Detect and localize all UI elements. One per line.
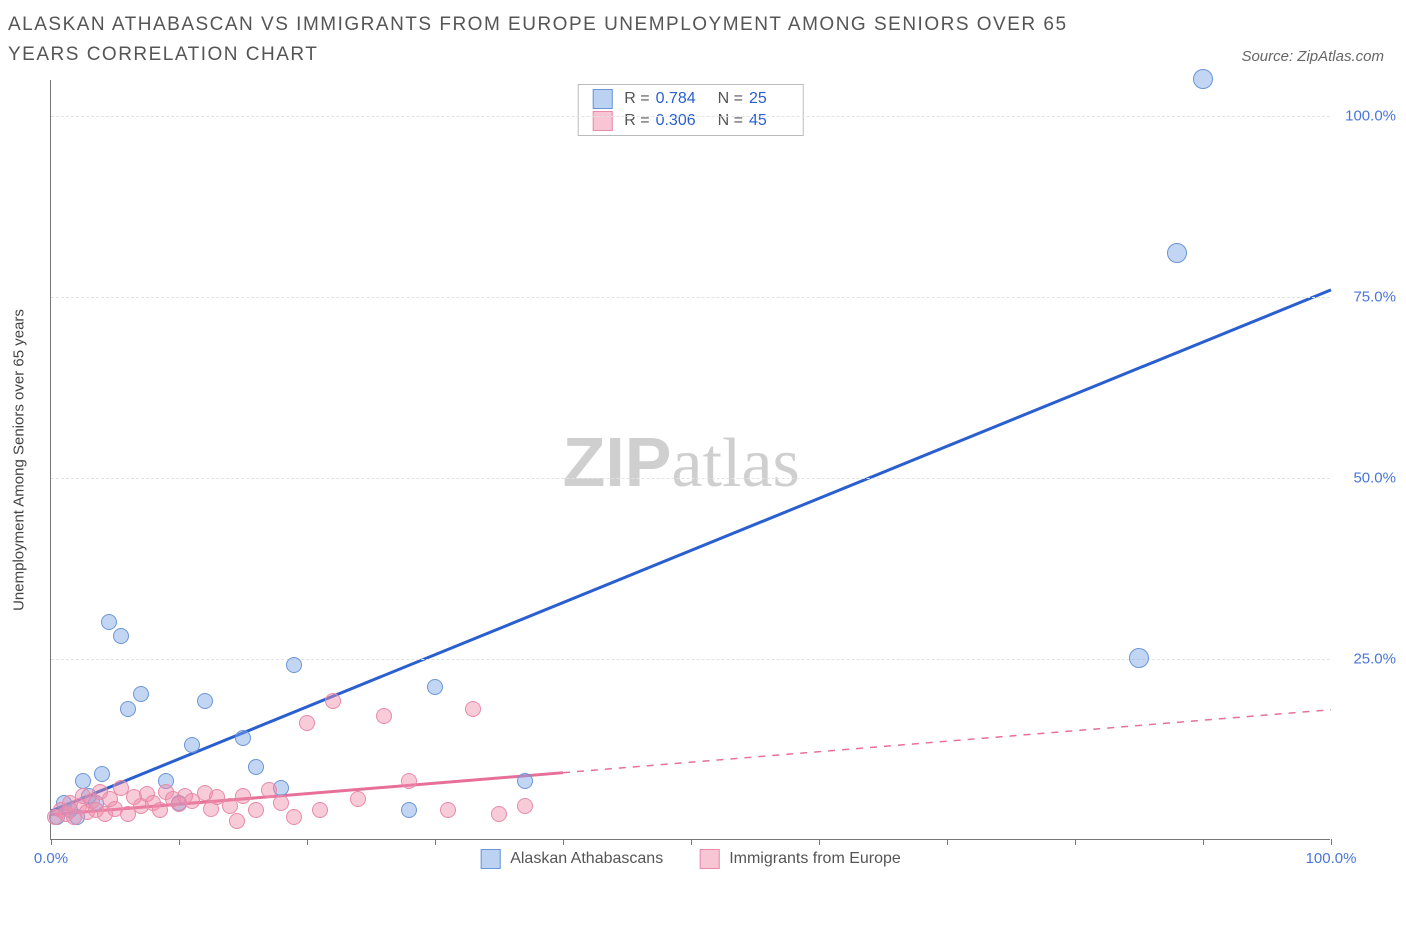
data-point	[1129, 648, 1149, 668]
data-point	[273, 795, 289, 811]
swatch-icon	[592, 111, 612, 131]
data-point	[517, 773, 533, 789]
data-point	[120, 701, 136, 717]
r-value: 0.784	[656, 90, 696, 108]
data-point	[465, 701, 481, 717]
r-value: 0.306	[656, 112, 696, 130]
trend-lines-svg	[51, 80, 1331, 840]
data-point	[152, 802, 168, 818]
x-tick	[819, 839, 820, 845]
legend-label: Alaskan Athabascans	[510, 850, 663, 868]
data-point	[235, 730, 251, 746]
data-point	[235, 788, 251, 804]
data-point	[184, 737, 200, 753]
data-point	[113, 628, 129, 644]
r-label: R =	[624, 112, 649, 130]
x-tick-label: 0.0%	[34, 850, 68, 867]
y-tick-label: 25.0%	[1353, 651, 1396, 668]
y-axis-label: Unemployment Among Seniors over 65 years	[11, 309, 28, 611]
stats-row-series1: R = 0.784 N = 25	[578, 88, 803, 110]
gridline	[51, 478, 1330, 479]
n-value: 25	[749, 90, 767, 108]
y-tick-label: 50.0%	[1353, 470, 1396, 487]
data-point	[1167, 243, 1187, 263]
data-point	[427, 679, 443, 695]
x-tick	[435, 839, 436, 845]
r-label: R =	[624, 90, 649, 108]
stats-row-series2: R = 0.306 N = 45	[578, 110, 803, 132]
legend-item-series1: Alaskan Athabascans	[480, 849, 663, 869]
legend-bottom: Alaskan Athabascans Immigrants from Euro…	[462, 849, 919, 869]
data-point	[286, 809, 302, 825]
data-point	[248, 759, 264, 775]
x-tick	[51, 839, 52, 845]
data-point	[401, 773, 417, 789]
x-tick-label: 100.0%	[1306, 850, 1357, 867]
x-tick	[1075, 839, 1076, 845]
legend-label: Immigrants from Europe	[729, 850, 901, 868]
data-point	[261, 782, 277, 798]
plot-area: ZIPatlas Unemployment Among Seniors over…	[50, 80, 1330, 840]
y-tick-label: 75.0%	[1353, 289, 1396, 306]
data-point	[286, 657, 302, 673]
x-tick	[179, 839, 180, 845]
gridline	[51, 297, 1330, 298]
x-tick	[1203, 839, 1204, 845]
stats-box: R = 0.784 N = 25 R = 0.306 N = 45	[577, 84, 804, 136]
x-tick	[691, 839, 692, 845]
n-label: N =	[718, 90, 743, 108]
legend-item-series2: Immigrants from Europe	[699, 849, 901, 869]
data-point	[376, 708, 392, 724]
x-tick	[563, 839, 564, 845]
y-tick-label: 100.0%	[1345, 108, 1396, 125]
data-point	[197, 693, 213, 709]
swatch-icon	[699, 849, 719, 869]
n-value: 45	[749, 112, 767, 130]
data-point	[229, 813, 245, 829]
swatch-icon	[592, 89, 612, 109]
gridline	[51, 116, 1330, 117]
data-point	[517, 798, 533, 814]
data-point	[401, 802, 417, 818]
x-tick	[1331, 839, 1332, 845]
x-tick	[947, 839, 948, 845]
data-point	[248, 802, 264, 818]
data-point	[350, 791, 366, 807]
n-label: N =	[718, 112, 743, 130]
data-point	[440, 802, 456, 818]
data-point	[299, 715, 315, 731]
swatch-icon	[480, 849, 500, 869]
data-point	[312, 802, 328, 818]
data-point	[133, 686, 149, 702]
data-point	[491, 806, 507, 822]
source-attribution: Source: ZipAtlas.com	[1241, 48, 1384, 65]
data-point	[94, 766, 110, 782]
chart-title: ALASKAN ATHABASCAN VS IMMIGRANTS FROM EU…	[8, 10, 1128, 71]
trend-line-ext	[563, 710, 1331, 773]
x-tick	[307, 839, 308, 845]
data-point	[101, 614, 117, 630]
data-point	[1193, 69, 1213, 89]
data-point	[325, 693, 341, 709]
